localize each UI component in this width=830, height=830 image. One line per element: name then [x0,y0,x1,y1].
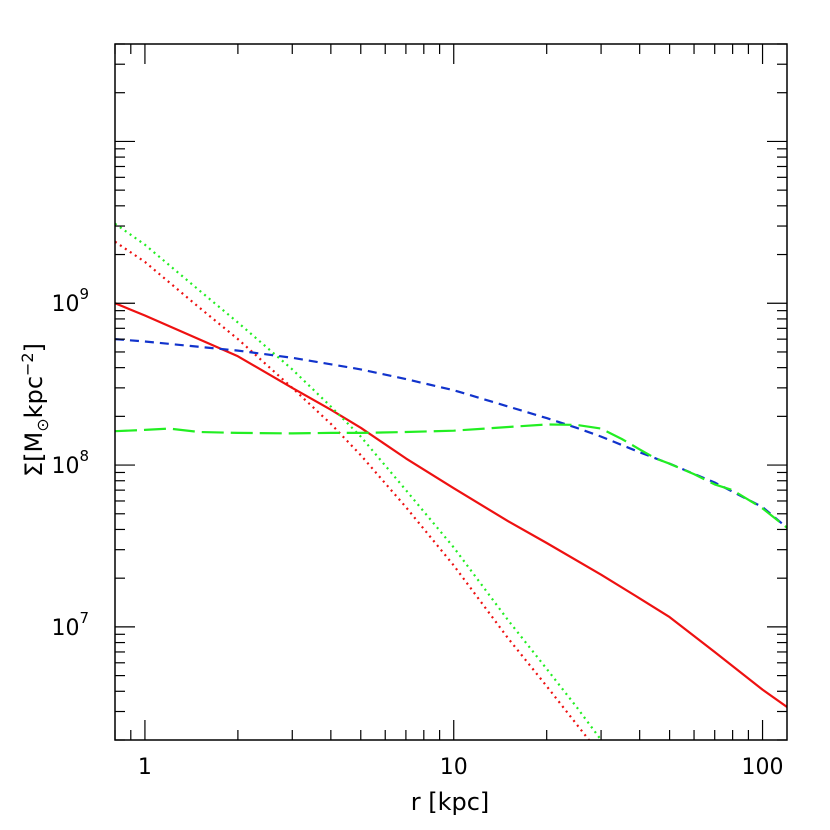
y-tick-label-exponent: 8 [79,447,89,465]
y-tick-label-base: 10 [51,616,79,641]
y-tick-label-2: 109 [51,285,89,317]
y-tick-label-base: 10 [51,454,79,479]
series-layer [115,222,787,740]
series-line-5 [115,423,787,529]
y-axis-label-close: ] [20,343,48,352]
y-axis-label-unit: kpc [20,376,48,418]
y-axis-label-mass: M [20,432,48,453]
x-axis-label: r [kpc] [411,788,490,816]
series-line-1 [115,302,787,708]
y-axis-label-sun: ⊙ [33,418,52,431]
y-axis-label-exponent: −2 [18,352,37,376]
plot-frame [114,43,788,741]
x-tick-label-1: 1 [138,755,152,780]
series-line-4 [115,338,787,529]
y-tick-label-exponent: 9 [79,285,89,303]
y-tick-label-0: 107 [51,609,89,641]
y-axis-label: Σ[M⊙kpc−2] [18,343,52,477]
y-tick-label-base: 10 [51,292,79,317]
x-tick-label-100: 100 [742,755,784,780]
y-axis-label-symbol: Σ [20,462,48,477]
y-tick-label-exponent: 7 [79,609,89,627]
y-tick-label-1: 108 [51,447,89,479]
y-axis-label-open: [ [20,452,48,461]
x-tick-label-10: 10 [440,755,468,780]
series-line-3 [115,222,602,740]
ticks-layer [114,43,787,741]
